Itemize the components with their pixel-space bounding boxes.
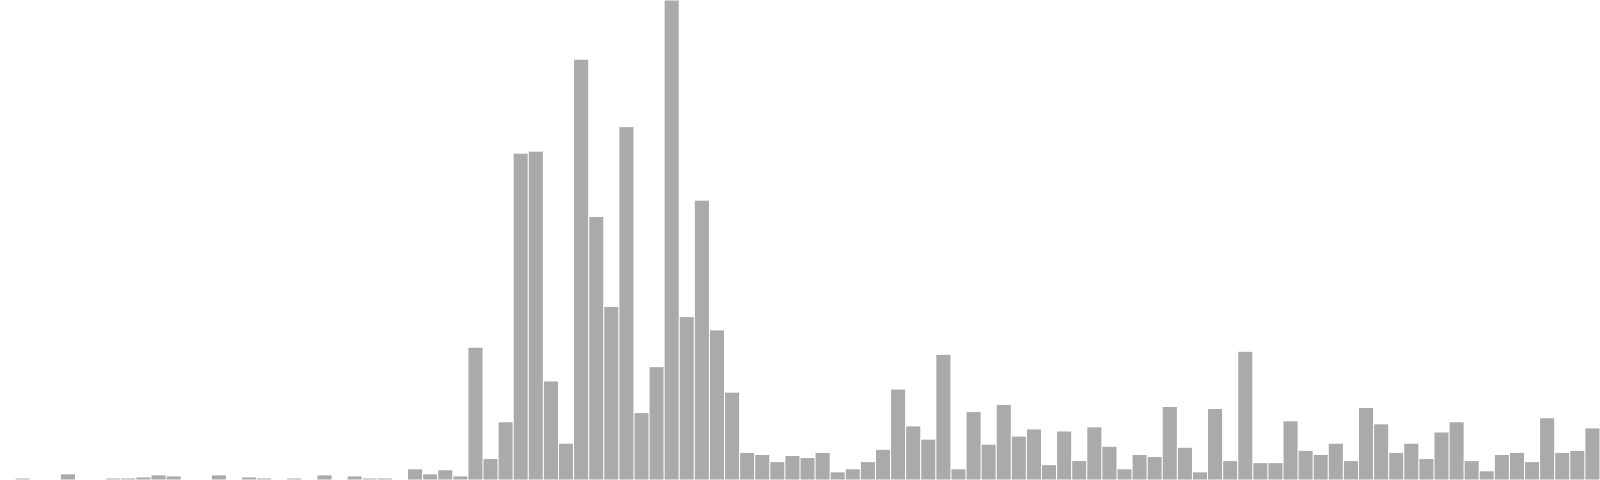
bar-90 (1357, 406, 1375, 480)
bar-57 (859, 461, 876, 480)
bar-101 (1524, 461, 1541, 480)
bar-89 (1342, 460, 1359, 480)
bar-97 (1463, 460, 1480, 480)
bar-77 (1161, 405, 1178, 480)
bar-60 (905, 425, 922, 480)
bar-42 (633, 412, 650, 480)
bar-66 (995, 403, 1012, 480)
bar-71 (1071, 460, 1088, 480)
bar-98 (1478, 470, 1495, 480)
bar-50 (754, 453, 771, 480)
bar-27 (407, 468, 424, 480)
bar-21 (316, 474, 333, 480)
bar-87 (1312, 453, 1329, 480)
bar-23 (346, 475, 363, 480)
bar-70 (1056, 430, 1073, 480)
bar-4 (59, 473, 76, 480)
bar-39 (588, 216, 605, 480)
bar-94 (1418, 458, 1435, 480)
bar-74 (1116, 468, 1133, 480)
bar-54 (814, 451, 831, 480)
bar-96 (1448, 421, 1465, 480)
bar-30 (452, 475, 469, 480)
bar-35 (527, 150, 544, 480)
bar-81 (1222, 460, 1239, 480)
bar-53 (799, 457, 816, 480)
bar-63 (950, 468, 967, 480)
bar-37 (557, 442, 575, 480)
bar-91 (1373, 423, 1390, 480)
bar-36 (542, 380, 559, 480)
bar-12 (180, 478, 197, 480)
bar-104 (1569, 449, 1586, 480)
bar-82 (1237, 350, 1254, 480)
bar-43 (648, 366, 665, 480)
bar-41 (618, 126, 635, 480)
bar-11 (165, 475, 182, 480)
bar-47 (708, 329, 726, 480)
bar-10 (150, 474, 167, 480)
bar-69 (1041, 464, 1058, 480)
bar-38 (573, 58, 590, 480)
bar-44 (663, 0, 680, 480)
bar-68 (1025, 428, 1043, 480)
bar-28 (422, 473, 439, 480)
bar-59 (890, 388, 907, 480)
bar-99 (1493, 453, 1510, 480)
bar-84 (1267, 462, 1284, 480)
bar-55 (829, 471, 846, 480)
bar-86 (1297, 449, 1314, 480)
bar-34 (512, 152, 529, 480)
bar-61 (920, 438, 937, 480)
bar-100 (1508, 451, 1526, 480)
bar-33 (497, 421, 514, 480)
bar-92 (1388, 451, 1405, 480)
bar-76 (1146, 456, 1163, 480)
bar-46 (693, 199, 710, 480)
bar-62 (935, 353, 952, 480)
bar-51 (769, 461, 786, 480)
bar-67 (1010, 435, 1027, 480)
bar-95 (1433, 431, 1450, 480)
bar-72 (1086, 426, 1103, 480)
bar-88 (1327, 442, 1344, 480)
bar-31 (467, 346, 484, 480)
bar-105 (1584, 427, 1600, 480)
bar-79 (1191, 471, 1209, 480)
bar-83 (1252, 462, 1269, 480)
bar-103 (1554, 451, 1571, 480)
bar-93 (1403, 442, 1420, 480)
bar-49 (739, 451, 756, 480)
bar-65 (980, 443, 997, 480)
bar-58 (874, 448, 892, 480)
bar-29 (437, 469, 454, 480)
bar-48 (724, 391, 741, 480)
bar-78 (1176, 446, 1193, 480)
bar-32 (482, 458, 499, 480)
bar-40 (603, 305, 620, 480)
bar-14 (210, 474, 227, 480)
bar-80 (1207, 408, 1224, 480)
bar-102 (1539, 417, 1556, 480)
bar-85 (1282, 420, 1299, 480)
bar-75 (1131, 453, 1148, 480)
bar-64 (965, 411, 982, 480)
bar-56 (844, 468, 861, 480)
bar-52 (784, 454, 801, 480)
bar-45 (678, 316, 695, 480)
bar-73 (1101, 445, 1118, 480)
